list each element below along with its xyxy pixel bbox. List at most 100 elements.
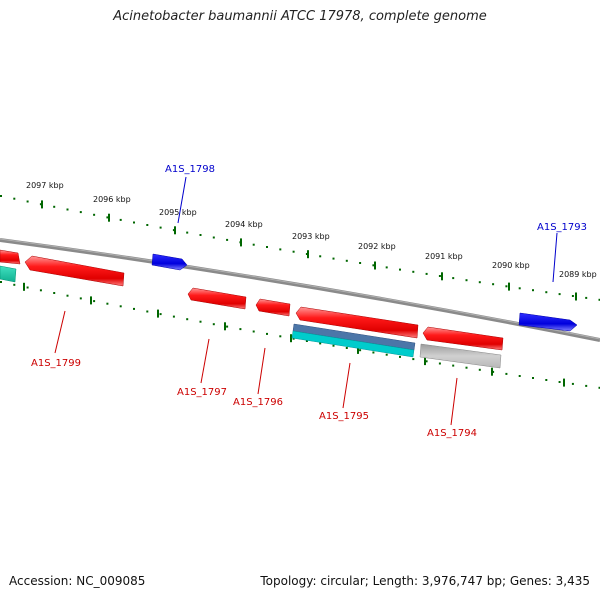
gene-label-A1S_1794[interactable]: A1S_1794: [427, 428, 477, 439]
minor-tick: [385, 353, 388, 356]
minor-tick: [79, 297, 82, 300]
minor-tick: [372, 264, 375, 267]
major-tick: [290, 334, 292, 343]
minor-tick: [585, 296, 588, 299]
minor-tick: [598, 386, 600, 389]
minor-tick: [93, 213, 96, 216]
minor-tick: [518, 375, 521, 377]
minor-tick: [0, 195, 2, 197]
major-tick: [508, 282, 510, 291]
gene-A1S_1794[interactable]: [422, 326, 504, 351]
minor-tick: [26, 200, 29, 203]
minor-tick: [359, 349, 362, 352]
minor-tick: [438, 275, 441, 277]
gene-label-A1S_1795[interactable]: A1S_1795: [319, 411, 369, 422]
gene-A1S_1799[interactable]: [24, 255, 125, 287]
minor-tick: [146, 310, 149, 313]
minor-tick: [292, 250, 295, 253]
major-tick: [41, 200, 43, 209]
minor-tick: [571, 295, 574, 297]
minor-tick: [186, 231, 189, 234]
minor-tick: [492, 370, 495, 373]
major-tick: [575, 292, 577, 301]
minor-tick: [412, 358, 415, 361]
gene-A1S_1798[interactable]: [151, 253, 188, 271]
kbp-label-2089: 2089 kbp: [559, 270, 597, 279]
kbp-label-2094: 2094 kbp: [225, 220, 263, 229]
minor-tick: [119, 218, 122, 221]
minor-tick: [478, 281, 481, 284]
leader-A1S_1796: [257, 347, 266, 395]
feature-cyan-bar[interactable]: [291, 330, 415, 358]
minor-tick: [226, 238, 229, 241]
minor-tick: [598, 298, 600, 301]
inner-scale-track: [0, 281, 600, 389]
minor-tick: [345, 347, 348, 349]
gene-A1S_1795[interactable]: [295, 306, 419, 339]
leader-lines: [54, 176, 558, 426]
minor-tick: [172, 315, 175, 318]
minor-tick: [452, 364, 455, 367]
gene-label-A1S_1798[interactable]: A1S_1798: [165, 164, 215, 175]
minor-tick: [505, 372, 508, 375]
major-tick: [240, 238, 242, 247]
minor-tick: [13, 197, 16, 200]
major-tick: [307, 250, 309, 259]
accession-text: Accession: NC_009085: [9, 574, 146, 588]
minor-tick: [292, 337, 295, 340]
kbp-label-2095: 2095 kbp: [159, 208, 197, 217]
major-tick: [491, 367, 493, 376]
minor-tick: [332, 257, 335, 260]
minor-tick: [79, 211, 82, 214]
feature-grey-pseudogene[interactable]: [419, 343, 502, 369]
leader-A1S_1799: [54, 310, 66, 354]
minor-tick: [106, 302, 109, 305]
minor-tick: [558, 381, 561, 383]
gene-A1S_1797[interactable]: [187, 287, 247, 310]
gene-A1S_1793[interactable]: [518, 312, 578, 332]
minor-tick: [199, 320, 202, 323]
minor-tick: [332, 344, 335, 347]
gene-label-A1S_1793[interactable]: A1S_1793: [537, 222, 587, 233]
feature-left-teal[interactable]: [0, 265, 17, 283]
minor-tick: [359, 262, 362, 264]
minor-tick: [146, 224, 149, 226]
minor-tick: [425, 272, 428, 275]
major-tick: [174, 226, 176, 235]
minor-tick: [545, 379, 548, 381]
minor-tick: [252, 243, 255, 246]
major-tick: [224, 322, 226, 331]
gene-label-A1S_1799[interactable]: A1S_1799: [31, 358, 81, 369]
minor-tick: [438, 362, 441, 365]
minor-tick: [39, 289, 42, 292]
kbp-label-2096: 2096 kbp: [93, 195, 131, 204]
kbp-label-2090: 2090 kbp: [492, 261, 530, 270]
leader-A1S_1794: [450, 377, 458, 426]
gene-label-A1S_1797[interactable]: A1S_1797: [177, 387, 227, 398]
minor-tick: [412, 270, 415, 273]
major-tick: [441, 272, 443, 281]
kbp-label-2097: 2097 kbp: [26, 181, 64, 190]
minor-tick: [0, 281, 2, 283]
minor-tick: [385, 266, 388, 269]
minor-tick: [571, 382, 574, 385]
minor-tick: [66, 294, 69, 297]
minor-tick: [319, 255, 322, 258]
minor-tick: [492, 283, 495, 286]
minor-tick: [425, 360, 428, 363]
genome-backbone: [0, 238, 600, 342]
minor-tick: [26, 286, 29, 289]
leader-A1S_1797: [200, 338, 210, 384]
minor-tick: [399, 355, 401, 358]
gene-A1S_1796[interactable]: [255, 298, 291, 317]
kbp-label-2092: 2092 kbp: [358, 242, 396, 251]
leader-A1S_1793: [552, 232, 558, 283]
genome-summary-text: Topology: circular; Length: 3,976,747 bp…: [260, 574, 590, 588]
kbp-label-2091: 2091 kbp: [425, 252, 463, 261]
minor-tick: [226, 325, 229, 328]
gene-label-A1S_1796[interactable]: A1S_1796: [233, 397, 283, 408]
minor-tick: [212, 323, 215, 326]
minor-tick: [266, 332, 268, 335]
gene-left-partial[interactable]: [0, 249, 21, 265]
